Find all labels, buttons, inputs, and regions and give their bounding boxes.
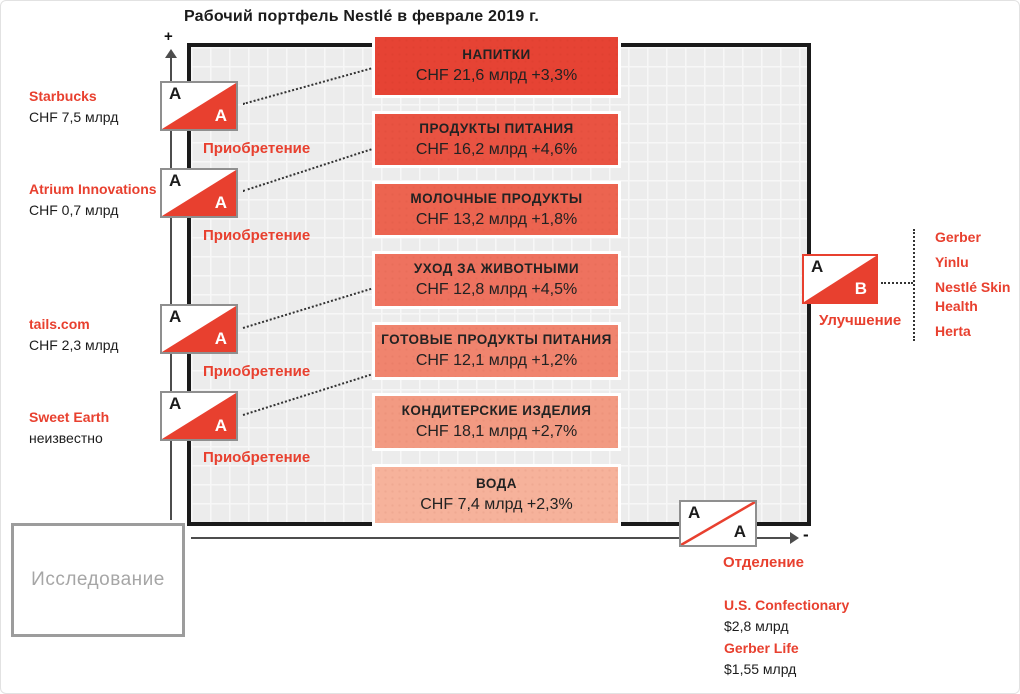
acquisition-action-label: Приобретение bbox=[203, 227, 311, 244]
category-column: НАПИТКИ CHF 21,6 млрд +3,3% ПРОДУКТЫ ПИТ… bbox=[372, 34, 621, 526]
improvement-label: Улучшение bbox=[819, 312, 902, 329]
icon-letter-bottom: A bbox=[214, 193, 227, 213]
icon-letter-bottom: A bbox=[214, 416, 227, 436]
divestment-value: $2,8 млрд bbox=[724, 618, 789, 634]
connector-improvement-horizontal bbox=[881, 282, 913, 284]
improvement-brand: Gerber bbox=[935, 229, 981, 245]
connector-improvement-vertical bbox=[913, 229, 915, 341]
divestment-entry-us-confectionary: U.S. Confectionary $2,8 млрд bbox=[724, 596, 874, 636]
acquisition-name: Starbucks bbox=[29, 88, 97, 104]
category-box-water: ВОДА CHF 7,4 млрд +2,3% bbox=[372, 464, 621, 526]
category-name: УХОД ЗА ЖИВОТНЫМИ bbox=[413, 261, 580, 276]
improvement-brand: Nestlé Skin Health bbox=[935, 279, 1011, 314]
horizontal-axis-arrow-icon bbox=[790, 532, 799, 544]
page-title: Рабочий портфель Nestlé в феврале 2019 г… bbox=[184, 8, 539, 25]
icon-letter-bottom: B bbox=[854, 279, 867, 299]
divestment-entry-gerber-life: Gerber Life $1,55 млрд bbox=[724, 639, 874, 679]
acquisition-value: CHF 0,7 млрд bbox=[29, 202, 119, 218]
acquisition-entry-sweet-earth: Sweet Earth неизвестно bbox=[29, 408, 159, 448]
acquisition-icon: A A bbox=[160, 168, 238, 218]
divestment-name: Gerber Life bbox=[724, 640, 799, 656]
acquisition-value: CHF 7,5 млрд bbox=[29, 109, 119, 125]
category-box-prepared-food: ГОТОВЫЕ ПРОДУКТЫ ПИТАНИЯ CHF 12,1 млрд +… bbox=[372, 322, 621, 380]
category-name: НАПИТКИ bbox=[462, 47, 531, 62]
acquisition-icon: A A bbox=[160, 81, 238, 131]
icon-letter-top: A bbox=[688, 503, 701, 522]
icon-letter-top: A bbox=[169, 394, 182, 413]
category-box-petcare: УХОД ЗА ЖИВОТНЫМИ CHF 12,8 млрд +4,5% bbox=[372, 251, 621, 309]
category-value: CHF 7,4 млрд +2,3% bbox=[420, 496, 573, 513]
acquisition-icon: A A bbox=[160, 304, 238, 354]
acquisition-entry-tailscom: tails.com CHF 2,3 млрд bbox=[29, 315, 159, 355]
acquisition-entry-atrium: Atrium Innovations CHF 0,7 млрд bbox=[29, 180, 159, 220]
divestment-value: $1,55 млрд bbox=[724, 661, 797, 677]
category-name: ВОДА bbox=[475, 476, 518, 491]
acquisition-name: Atrium Innovations bbox=[29, 181, 157, 197]
horizontal-axis-line bbox=[191, 537, 791, 539]
divestment-name: U.S. Confectionary bbox=[724, 597, 850, 613]
category-box-confectionery: КОНДИТЕРСКИЕ ИЗДЕЛИЯ CHF 18,1 млрд +2,7% bbox=[372, 393, 621, 451]
category-value: CHF 12,8 млрд +4,5% bbox=[415, 281, 578, 298]
category-name: ГОТОВЫЕ ПРОДУКТЫ ПИТАНИЯ bbox=[381, 332, 612, 347]
category-value: CHF 13,2 млрд +1,8% bbox=[415, 210, 578, 228]
improvement-brand-list: Gerber Yinlu Nestlé Skin Health Herta bbox=[935, 228, 1019, 341]
icon-letter-top: A bbox=[169, 307, 182, 326]
category-name: ПРОДУКТЫ ПИТАНИЯ bbox=[419, 120, 574, 136]
icon-letter-top: A bbox=[811, 257, 824, 276]
research-box: Исследование bbox=[11, 523, 185, 637]
category-name: КОНДИТЕРСКИЕ ИЗДЕЛИЯ bbox=[401, 403, 592, 418]
acquisition-name: Sweet Earth bbox=[29, 409, 110, 425]
vertical-axis-arrow-icon bbox=[165, 49, 177, 58]
icon-letter-top: A bbox=[169, 84, 182, 103]
category-name: МОЛОЧНЫЕ ПРОДУКТЫ bbox=[410, 190, 583, 206]
acquisition-icon: A A bbox=[160, 391, 238, 441]
icon-letter-top: A bbox=[169, 171, 182, 190]
improvement-brand: Herta bbox=[935, 323, 971, 339]
research-label: Исследование bbox=[31, 569, 165, 590]
category-value: CHF 18,1 млрд +2,7% bbox=[415, 423, 578, 440]
acquisition-value: неизвестно bbox=[29, 430, 103, 446]
category-box-nutrition: ПРОДУКТЫ ПИТАНИЯ CHF 16,2 млрд +4,6% bbox=[372, 111, 621, 168]
axis-minus-label: - bbox=[803, 525, 809, 544]
axis-plus-label: + bbox=[164, 28, 173, 45]
icon-letter-bottom: A bbox=[214, 106, 227, 126]
category-value: CHF 16,2 млрд +4,6% bbox=[415, 140, 578, 158]
acquisition-name: tails.com bbox=[29, 316, 90, 332]
divestment-label: Отделение bbox=[723, 554, 804, 571]
vertical-axis-line bbox=[170, 58, 172, 520]
icon-letter-bottom: A bbox=[733, 522, 746, 542]
acquisition-action-label: Приобретение bbox=[203, 140, 311, 157]
category-box-beverages: НАПИТКИ CHF 21,6 млрд +3,3% bbox=[372, 34, 621, 98]
divestment-icon: A A bbox=[679, 500, 757, 547]
acquisition-action-label: Приобретение bbox=[203, 449, 311, 466]
improvement-brand: Yinlu bbox=[935, 254, 969, 270]
category-value: CHF 21,6 млрд +3,3% bbox=[415, 67, 578, 84]
acquisition-entry-starbucks: Starbucks CHF 7,5 млрд bbox=[29, 87, 159, 127]
category-value: CHF 12,1 млрд +1,2% bbox=[415, 352, 578, 369]
acquisition-value: CHF 2,3 млрд bbox=[29, 337, 119, 353]
improvement-icon: A B bbox=[802, 254, 878, 304]
acquisition-action-label: Приобретение bbox=[203, 363, 311, 380]
red-diagonal-line bbox=[681, 502, 755, 545]
icon-letter-bottom: A bbox=[214, 329, 227, 349]
category-box-dairy: МОЛОЧНЫЕ ПРОДУКТЫ CHF 13,2 млрд +1,8% bbox=[372, 181, 621, 238]
